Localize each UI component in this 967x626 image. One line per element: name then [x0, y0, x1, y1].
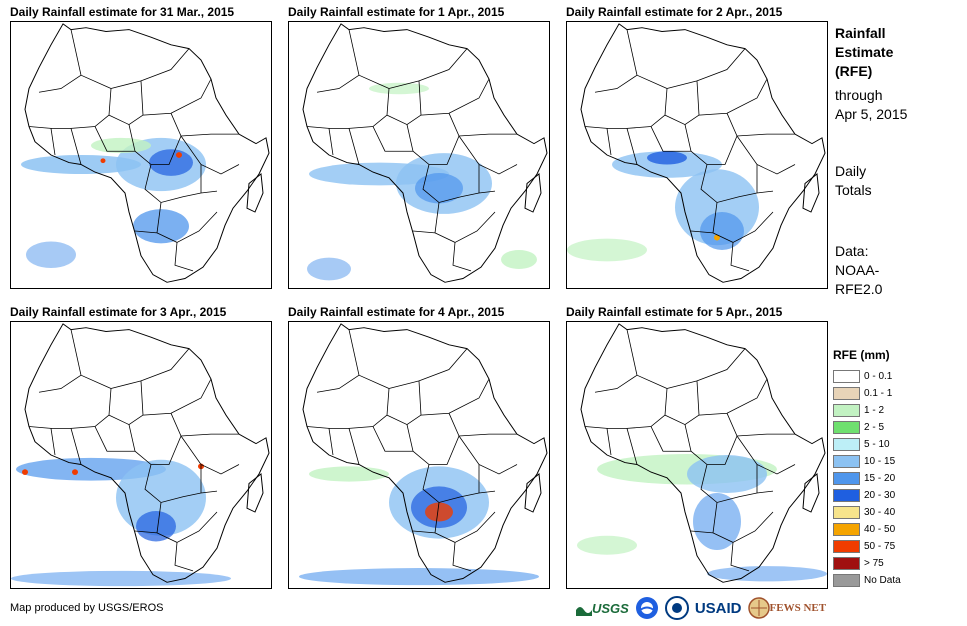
- legend-swatch: [833, 472, 860, 485]
- dhs-logo: [664, 596, 689, 620]
- legend-label: 2 - 5: [864, 421, 885, 433]
- legend-item: 0 - 0.1: [833, 368, 963, 385]
- legend-item: 0.1 - 1: [833, 385, 963, 402]
- usgs-wave-icon: [576, 607, 592, 616]
- rfe-title-line: (RFE): [835, 63, 873, 79]
- through-label: through: [835, 87, 883, 103]
- daily-totals-line: Daily: [835, 163, 867, 179]
- daily-totals-line: Totals: [835, 182, 872, 198]
- legend-label: 40 - 50: [864, 523, 896, 535]
- data-source-line: RFE2.0: [835, 281, 883, 297]
- legend-item: 40 - 50: [833, 521, 963, 538]
- noaa-emblem-icon: [635, 597, 658, 619]
- panel-title: Daily Rainfall estimate for 4 Apr., 2015: [288, 305, 505, 319]
- panel-title: Daily Rainfall estimate for 1 Apr., 2015: [288, 5, 505, 19]
- legend-label: 0.1 - 1: [864, 387, 893, 399]
- legend-item: 10 - 15: [833, 453, 963, 470]
- rfe-legend: RFE (mm) 0 - 0.1 0.1 - 1 1 - 2 2 - 5 5 - 10 1…: [833, 348, 963, 589]
- legend-swatch: [833, 370, 860, 383]
- legend-swatch: [833, 455, 860, 468]
- legend-item: 15 - 20: [833, 470, 963, 487]
- legend-item: 20 - 30: [833, 487, 963, 504]
- rfe-title: Rainfall Estimate (RFE): [835, 24, 965, 81]
- through-value: Apr 5, 2015: [835, 106, 908, 122]
- usgs-logo-text: USGS: [592, 600, 629, 616]
- daily-totals-label: Daily Totals: [835, 162, 965, 200]
- rainfall-map: [288, 21, 550, 289]
- legend-swatch: [833, 557, 860, 570]
- rainfall-panel-6: Daily Rainfall estimate for 5 Apr., 2015: [566, 305, 828, 589]
- legend-label: No Data: [864, 574, 901, 586]
- legend-label: 15 - 20: [864, 472, 896, 484]
- data-source-line: Data:: [835, 243, 869, 259]
- legend-item: > 75: [833, 555, 963, 572]
- legend-label: 10 - 15: [864, 455, 896, 467]
- legend-label: 1 - 2: [864, 404, 885, 416]
- usaid-logo-text: USAID: [694, 599, 742, 617]
- legend-swatch: [833, 438, 860, 451]
- usaid-logo: USAID: [695, 600, 742, 617]
- rainfall-map: [10, 321, 272, 589]
- legend-swatch: [833, 387, 860, 400]
- legend-label: > 75: [864, 557, 884, 569]
- rainfall-panel-1: Daily Rainfall estimate for 31 Mar., 201…: [10, 5, 272, 289]
- legend-item: 2 - 5: [833, 419, 963, 436]
- data-source: Data: NOAA- RFE2.0: [835, 242, 965, 299]
- dhs-seal-icon: [664, 596, 689, 620]
- rfe-title-line: Estimate: [835, 44, 894, 60]
- legend-swatch: [833, 404, 860, 417]
- legend-swatch: [833, 506, 860, 519]
- legend-label: 30 - 40: [864, 506, 896, 518]
- noaa-logo: [635, 596, 659, 620]
- rainfall-panel-5: Daily Rainfall estimate for 4 Apr., 2015: [288, 305, 550, 589]
- legend-item: 1 - 2: [833, 402, 963, 419]
- panel-title: Daily Rainfall estimate for 31 Mar., 201…: [10, 5, 235, 19]
- panel-title: Daily Rainfall estimate for 5 Apr., 2015: [566, 305, 783, 319]
- usgs-logo: USGS: [576, 600, 629, 616]
- legend-swatch: [833, 421, 860, 434]
- logo-strip: USGS USAID FEWS NET: [576, 594, 832, 622]
- rainfall-panel-3: Daily Rainfall estimate for 2 Apr., 2015: [566, 5, 828, 289]
- legend-swatch: [833, 540, 860, 553]
- rainfall-panel-4: Daily Rainfall estimate for 3 Apr., 2015: [10, 305, 272, 589]
- rainfall-map: [566, 21, 828, 289]
- through-date: through Apr 5, 2015: [835, 86, 965, 124]
- rfe-title-line: Rainfall: [835, 25, 886, 41]
- data-source-line: NOAA-: [835, 262, 880, 278]
- legend-swatch: [833, 489, 860, 502]
- rainfall-map: [10, 21, 272, 289]
- legend-label: 20 - 30: [864, 489, 896, 501]
- legend-item: No Data: [833, 572, 963, 589]
- legend-item: 5 - 10: [833, 436, 963, 453]
- legend-item: 30 - 40: [833, 504, 963, 521]
- legend-swatch: [833, 523, 860, 536]
- panel-title: Daily Rainfall estimate for 2 Apr., 2015: [566, 5, 783, 19]
- legend-label: 50 - 75: [864, 540, 896, 552]
- legend-item: 50 - 75: [833, 538, 963, 555]
- rainfall-panel-2: Daily Rainfall estimate for 1 Apr., 2015: [288, 5, 550, 289]
- fews-net-logo: FEWS NET: [747, 597, 827, 619]
- map-credit: Map produced by USGS/EROS: [10, 602, 164, 614]
- legend-label: 5 - 10: [864, 438, 890, 450]
- rainfall-map: [566, 321, 828, 589]
- fews-globe-icon: [747, 597, 770, 619]
- fews-net-logo-text: FEWS NET: [769, 602, 827, 614]
- rainfall-map: [288, 321, 550, 589]
- legend-title: RFE (mm): [833, 348, 890, 362]
- panel-title: Daily Rainfall estimate for 3 Apr., 2015: [10, 305, 227, 319]
- legend-swatch: [833, 574, 860, 587]
- legend-label: 0 - 0.1: [864, 370, 893, 382]
